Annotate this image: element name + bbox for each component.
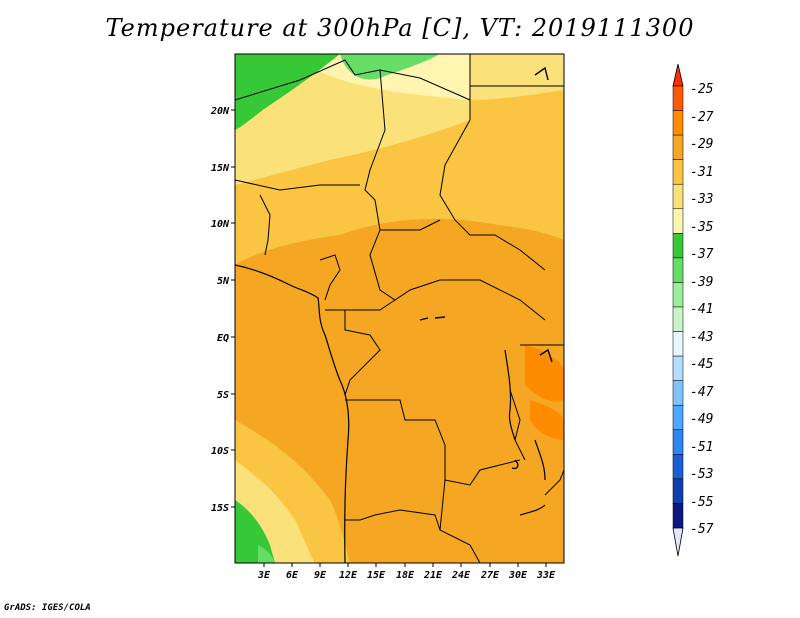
colorbar-label: -51	[690, 440, 713, 455]
colorbar-box	[672, 208, 684, 234]
colorbar-box	[672, 404, 684, 431]
temperature-field	[235, 54, 564, 563]
colorbar-top-arrow	[672, 63, 684, 87]
country-borders	[234, 54, 565, 564]
colorbar-label: -39	[690, 275, 713, 290]
colorbar-box	[672, 282, 684, 308]
lake-outlines	[419, 66, 553, 470]
colorbar-box	[672, 429, 684, 455]
map-frame	[234, 53, 565, 564]
lon-label: 18E	[396, 570, 415, 581]
lat-label: 15N	[211, 163, 230, 174]
lon-label: 33E	[536, 570, 556, 581]
colorbar-box	[672, 183, 684, 210]
colorbar-label: -33	[690, 192, 713, 207]
colorbar-box	[672, 454, 684, 480]
lon-label: 30E	[508, 570, 528, 581]
colorbar-label: -35	[690, 220, 714, 235]
lon-label: 15E	[367, 570, 386, 581]
colorbar-box	[672, 355, 684, 381]
colorbar-label: -37	[690, 247, 714, 262]
colorbar-label: -45	[690, 357, 714, 372]
lon-label: 27E	[480, 570, 500, 581]
colorbar-box	[672, 159, 684, 185]
colorbar-box	[672, 257, 684, 283]
lat-ticks	[231, 109, 235, 508]
colorbar-label: -25	[690, 82, 714, 97]
colorbar-bottom-arrow	[672, 527, 684, 557]
colorbar-labels: -25 -27 -29 -31 -33 -35 -37 -39 -41 -43 …	[690, 82, 714, 537]
colorbar-label: -27	[690, 110, 714, 125]
lon-label: 9E	[314, 570, 327, 581]
colorbar-box	[672, 134, 684, 160]
colorbar-label: -53	[690, 467, 713, 482]
colorbar	[672, 63, 684, 557]
lat-label: EQ	[217, 333, 229, 344]
colorbar-label: -49	[690, 412, 713, 427]
lon-ticks	[263, 563, 547, 567]
colorbar-box	[672, 331, 684, 357]
lon-label: 12E	[339, 570, 358, 581]
grads-credit: GrADS: IGES/COLA	[4, 603, 91, 613]
colorbar-box	[672, 380, 684, 406]
colorbar-label: -31	[690, 165, 713, 180]
colorbar-label: -29	[690, 137, 713, 152]
colorbar-label: -41	[690, 302, 713, 317]
lon-label: 21E	[423, 570, 443, 581]
colorbar-label: -55	[690, 495, 714, 510]
colorbar-box	[672, 503, 684, 529]
colorbar-box	[672, 233, 684, 259]
coastline	[234, 264, 546, 564]
lon-label: 24E	[451, 570, 471, 581]
colorbar-label: -43	[690, 330, 713, 345]
colorbar-box	[672, 306, 684, 332]
lat-labels: 20N 15N 10N 5N EQ 5S 10S 15S	[210, 106, 230, 514]
lon-label: 6E	[286, 570, 299, 581]
lat-label: 5N	[217, 276, 230, 287]
colorbar-box	[672, 110, 684, 136]
lat-label: 20N	[210, 106, 230, 117]
lat-label: 10S	[211, 446, 229, 457]
colorbar-label: -47	[690, 385, 714, 400]
lat-label: 10N	[211, 219, 230, 230]
colorbar-label: -57	[690, 522, 714, 537]
lat-label: 15S	[211, 503, 229, 514]
map-title: Temperature at 300hPa [C], VT: 201911130…	[105, 14, 695, 42]
colorbar-boxes	[672, 85, 684, 529]
lon-labels: 3E 6E 9E 12E 15E 18E 21E 24E 27E 30E 33E	[257, 570, 556, 581]
lat-label: 5S	[217, 390, 229, 401]
colorbar-box	[672, 85, 684, 111]
colorbar-box	[672, 478, 684, 504]
lon-label: 3E	[257, 570, 271, 581]
